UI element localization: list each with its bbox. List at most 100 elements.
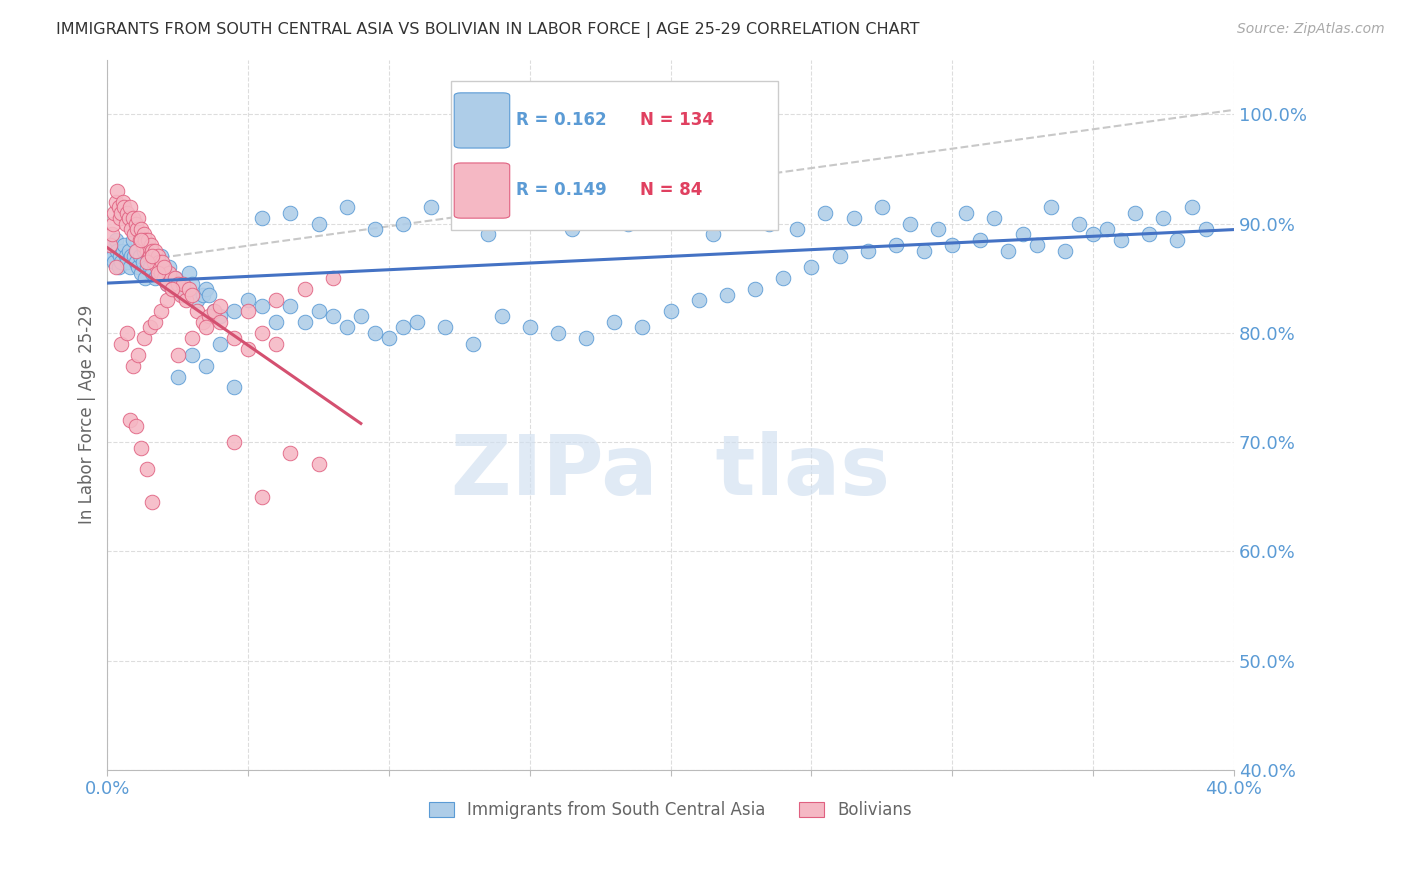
Point bbox=[101, 217, 124, 231]
Point bbox=[645, 200, 668, 214]
Point bbox=[101, 249, 124, 263]
Point bbox=[146, 249, 169, 263]
Point bbox=[108, 249, 131, 263]
Point bbox=[1025, 238, 1047, 252]
Point bbox=[191, 315, 214, 329]
Point bbox=[191, 287, 214, 301]
Point bbox=[208, 315, 231, 329]
Point bbox=[152, 260, 174, 275]
Point bbox=[631, 320, 654, 334]
Point bbox=[912, 244, 935, 258]
Point bbox=[194, 282, 217, 296]
Point bbox=[238, 304, 260, 318]
Point bbox=[266, 336, 288, 351]
Point bbox=[1137, 227, 1160, 242]
Point bbox=[772, 271, 794, 285]
Point bbox=[153, 266, 176, 280]
Point bbox=[786, 222, 808, 236]
Point bbox=[1123, 205, 1146, 219]
Point bbox=[127, 260, 149, 275]
Point bbox=[155, 277, 177, 291]
Point bbox=[135, 462, 157, 476]
Point bbox=[115, 254, 138, 268]
Point bbox=[603, 315, 626, 329]
Point bbox=[135, 244, 157, 258]
Point bbox=[252, 326, 274, 340]
Point bbox=[1152, 211, 1174, 225]
Point bbox=[159, 271, 181, 285]
Point bbox=[118, 260, 141, 275]
Point bbox=[800, 260, 823, 275]
Point bbox=[152, 260, 174, 275]
Point bbox=[197, 287, 219, 301]
Text: IMMIGRANTS FROM SOUTH CENTRAL ASIA VS BOLIVIAN IN LABOR FORCE | AGE 25-29 CORREL: IMMIGRANTS FROM SOUTH CENTRAL ASIA VS BO… bbox=[56, 22, 920, 38]
Point bbox=[941, 238, 963, 252]
Point bbox=[224, 304, 246, 318]
Point bbox=[392, 320, 415, 334]
Point bbox=[252, 490, 274, 504]
Point bbox=[149, 266, 172, 280]
Point bbox=[280, 298, 302, 312]
Point bbox=[150, 266, 173, 280]
Point bbox=[519, 320, 541, 334]
Point bbox=[108, 211, 131, 225]
Point bbox=[131, 238, 153, 252]
Text: ZIPa  tlas: ZIPa tlas bbox=[451, 431, 890, 512]
Point bbox=[98, 238, 121, 252]
Point bbox=[107, 200, 129, 214]
Point bbox=[702, 227, 724, 242]
Point bbox=[112, 200, 135, 214]
Legend: Immigrants from South Central Asia, Bolivians: Immigrants from South Central Asia, Boli… bbox=[422, 794, 918, 826]
Point bbox=[898, 217, 921, 231]
Point bbox=[100, 227, 122, 242]
Point bbox=[166, 369, 188, 384]
Point bbox=[141, 266, 163, 280]
Point bbox=[157, 266, 180, 280]
Point bbox=[884, 238, 907, 252]
Point bbox=[127, 348, 149, 362]
Point bbox=[128, 233, 150, 247]
Point bbox=[406, 315, 429, 329]
Point bbox=[110, 336, 132, 351]
Point bbox=[104, 260, 127, 275]
Point bbox=[1081, 227, 1104, 242]
Point bbox=[969, 233, 991, 247]
Point bbox=[280, 205, 302, 219]
Point bbox=[238, 343, 260, 357]
Point bbox=[1067, 217, 1090, 231]
Point bbox=[157, 260, 180, 275]
Point bbox=[131, 254, 153, 268]
Point bbox=[617, 217, 640, 231]
Point bbox=[125, 244, 148, 258]
Point bbox=[378, 331, 401, 345]
Point bbox=[463, 336, 485, 351]
Point bbox=[117, 211, 139, 225]
Point bbox=[134, 233, 156, 247]
Point bbox=[148, 260, 170, 275]
Point bbox=[112, 238, 135, 252]
Point bbox=[547, 326, 569, 340]
Point bbox=[145, 260, 167, 275]
Point bbox=[124, 418, 146, 433]
Point bbox=[134, 271, 156, 285]
Point bbox=[149, 249, 172, 263]
Point bbox=[172, 277, 194, 291]
Point bbox=[1109, 233, 1132, 247]
Point bbox=[117, 244, 139, 258]
Point bbox=[659, 304, 682, 318]
Point bbox=[100, 238, 122, 252]
Point bbox=[533, 211, 555, 225]
Point bbox=[135, 260, 157, 275]
Point bbox=[280, 446, 302, 460]
Point bbox=[141, 244, 163, 258]
Point bbox=[121, 233, 143, 247]
Point bbox=[208, 336, 231, 351]
Point bbox=[111, 194, 134, 209]
Point bbox=[139, 238, 162, 252]
Point bbox=[336, 200, 359, 214]
Point bbox=[224, 331, 246, 345]
Point bbox=[856, 244, 879, 258]
Point bbox=[149, 304, 172, 318]
Point bbox=[104, 194, 127, 209]
Point bbox=[177, 266, 200, 280]
